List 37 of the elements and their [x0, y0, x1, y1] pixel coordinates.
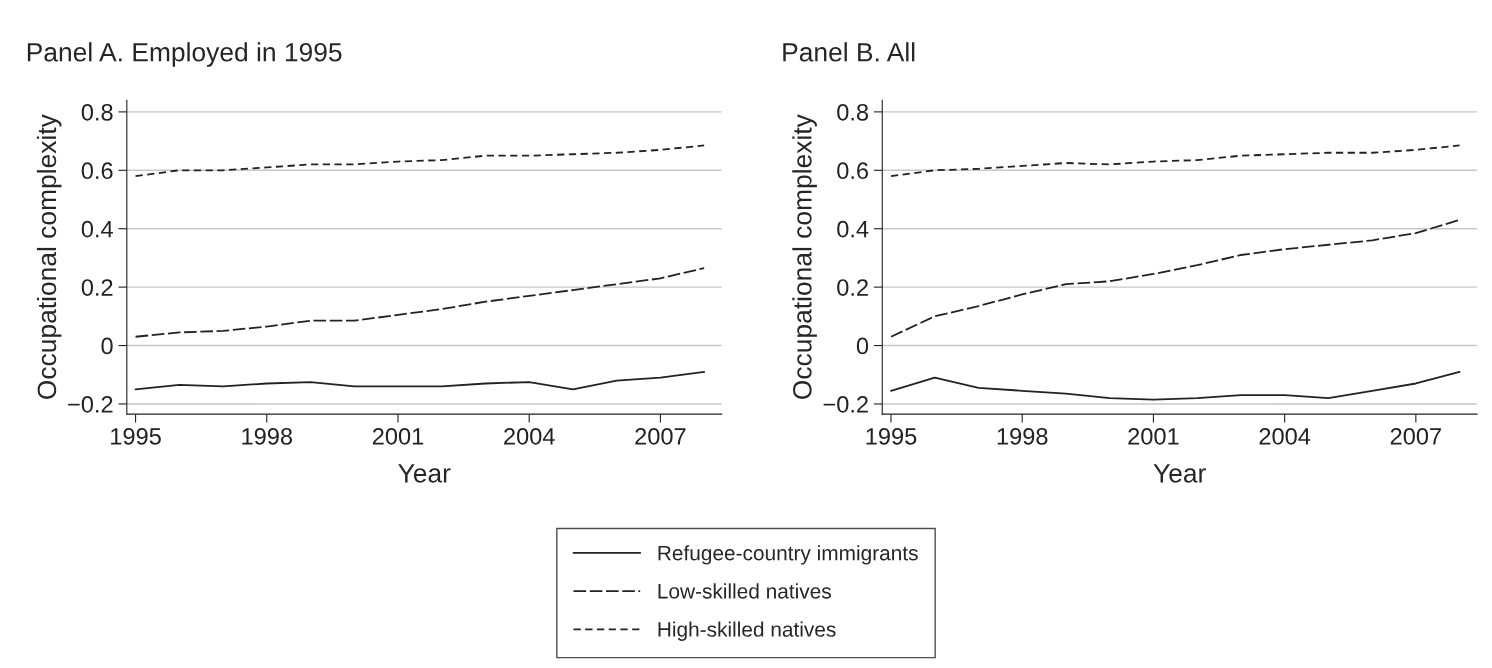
- y-axis-title: Occupational complexity: [792, 114, 817, 399]
- y-tick-label: −0.2: [823, 396, 868, 413]
- x-tick-label: 1995: [111, 427, 161, 445]
- x-tick-label: 2004: [1259, 427, 1311, 445]
- x-tick-label: 2001: [372, 427, 424, 445]
- x-tick-label: 1995: [866, 427, 917, 445]
- y-tick-label: 0.6: [81, 162, 113, 180]
- line-series: [134, 370, 706, 391]
- y-tick-label: 0: [856, 337, 869, 355]
- x-axis-title: Year: [1153, 464, 1206, 483]
- line-series: [134, 144, 706, 178]
- y-tick-label: 0.2: [837, 279, 868, 296]
- legend-label: High-skilled natives: [658, 621, 836, 641]
- y-tick-label: 0.4: [81, 220, 113, 238]
- line-series: [890, 219, 1461, 338]
- line-series: [890, 144, 1461, 178]
- x-tick-label: 1998: [242, 427, 293, 445]
- y-tick-label: 0.4: [837, 220, 869, 238]
- chart-title: Panel B. All: [783, 42, 915, 62]
- x-tick-label: 2007: [1390, 427, 1441, 445]
- x-tick-label: 2004: [504, 427, 555, 445]
- y-axis-title: Occupational complexity: [36, 114, 62, 399]
- y-tick-label: −0.2: [68, 396, 113, 413]
- y-tick-label: 0.8: [837, 103, 869, 121]
- chart-title: Panel A. Employed in 1995: [27, 42, 342, 67]
- y-tick-label: 0.8: [81, 103, 113, 121]
- line-series: [134, 267, 706, 338]
- legend-label: Refugee-country immigrants: [658, 545, 918, 565]
- x-tick-label: 1998: [997, 427, 1048, 445]
- line-series: [890, 370, 1461, 401]
- x-tick-label: 2007: [635, 427, 686, 445]
- y-tick-label: 0: [101, 337, 113, 355]
- legend-label: Low-skilled natives: [658, 583, 831, 599]
- x-tick-label: 2001: [1128, 427, 1179, 445]
- y-tick-label: 0.6: [837, 162, 869, 180]
- y-tick-label: 0.2: [81, 279, 113, 296]
- x-axis-title: Year: [398, 464, 451, 483]
